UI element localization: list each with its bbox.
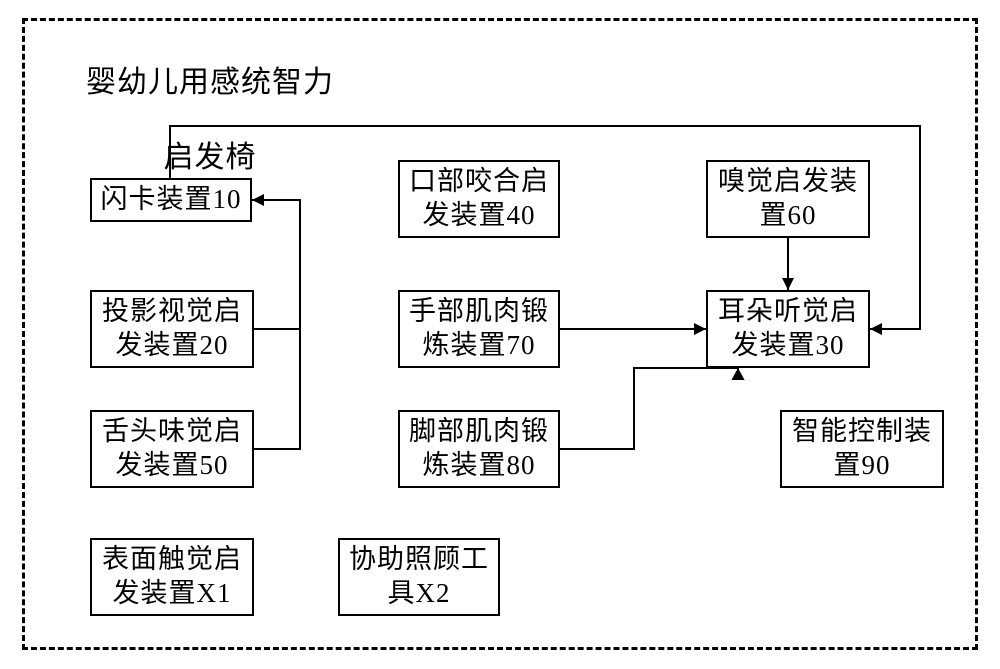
node-flashcard-10: 闪卡装置10 [90, 178, 252, 222]
node-smell-60: 嗅觉启发装置60 [706, 160, 870, 238]
node-mouth-bite-40: 口部咬合启发装置40 [398, 160, 560, 238]
node-surface-tactile-X1: 表面触觉启发装置X1 [90, 538, 254, 616]
node-hand-muscle-70: 手部肌肉锻炼装置70 [398, 290, 560, 368]
node-projection-visual-20: 投影视觉启发装置20 [90, 290, 254, 368]
title-line1: 婴幼儿用感统智力 [86, 66, 334, 99]
node-smart-control-90: 智能控制装置90 [780, 410, 944, 488]
diagram-canvas: 婴幼儿用感统智力 启发椅 闪卡装置10 口部咬合启发装置40 嗅觉启发装置60 … [0, 0, 1000, 669]
node-ear-auditory-30: 耳朵听觉启发装置30 [706, 290, 870, 368]
title-line2: 启发椅 [164, 141, 257, 174]
node-assist-tool-X2: 协助照顾工具X2 [338, 538, 500, 616]
node-foot-muscle-80: 脚部肌肉锻炼装置80 [398, 410, 560, 488]
node-tongue-taste-50: 舌头味觉启发装置50 [90, 410, 254, 488]
